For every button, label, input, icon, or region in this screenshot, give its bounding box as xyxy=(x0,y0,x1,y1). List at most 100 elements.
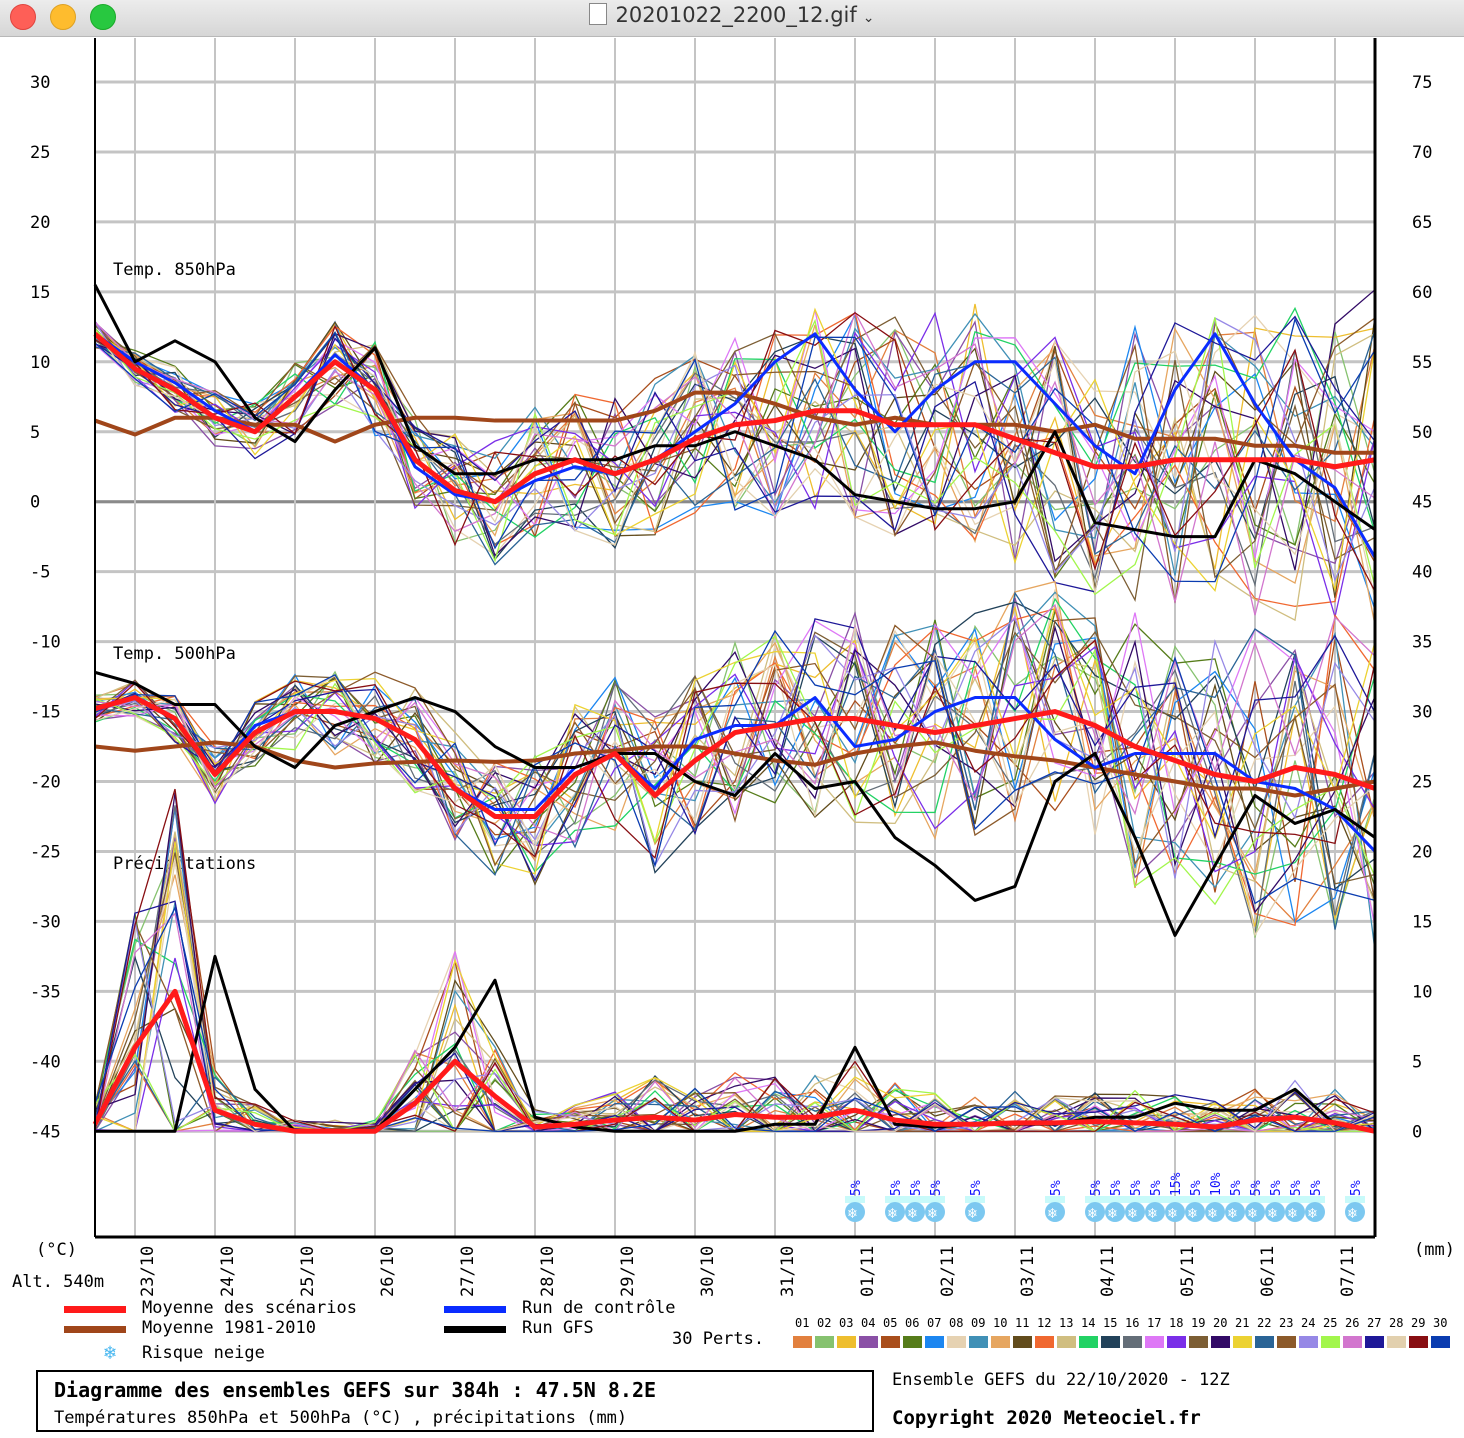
snowflake-glyph: ❄ xyxy=(1108,1204,1117,1222)
right-tick-label: 30 xyxy=(1412,703,1432,723)
snowflake-glyph: ❄ xyxy=(1148,1204,1157,1222)
member-label: 29 xyxy=(1411,1316,1426,1330)
x-tick-label: 01/11 xyxy=(858,1246,878,1297)
chart-title-box: Diagramme des ensembles GEFS sur 384h : … xyxy=(36,1370,874,1432)
x-tick-label: 06/11 xyxy=(1258,1246,1278,1297)
snowflake-icon xyxy=(1205,1202,1225,1222)
x-tick-label: 30/10 xyxy=(698,1246,718,1297)
x-tick-label: 27/10 xyxy=(458,1246,478,1297)
right-tick-label: 55 xyxy=(1412,353,1432,373)
perturbation-line-15 xyxy=(94,601,1376,891)
snowflake-icon xyxy=(1305,1202,1325,1222)
member-label: 14 xyxy=(1081,1316,1096,1330)
series-850-moyenne-1981-2010 xyxy=(94,390,1375,455)
perturbation-line-17 xyxy=(94,612,1376,927)
legend-label-snow: Risque neige xyxy=(142,1343,265,1363)
copyright: Copyright 2020 Meteociel.fr xyxy=(892,1407,1201,1429)
perturbation-line-09 xyxy=(94,902,1376,1133)
snowflake-icon xyxy=(1345,1202,1365,1222)
member-color-swatch xyxy=(969,1336,988,1348)
snow-marker-band xyxy=(1345,1196,1365,1203)
perturbation-line-12 xyxy=(94,608,1376,927)
snow-marker-band xyxy=(1265,1196,1285,1203)
snowflake-icon: ❄ xyxy=(104,1340,117,1364)
snowflake-icon xyxy=(1105,1202,1125,1222)
perturbation-line-20 xyxy=(94,624,1376,914)
member-color-swatch xyxy=(1145,1336,1164,1348)
chart-title: Diagramme des ensembles GEFS sur 384h : … xyxy=(54,1378,657,1402)
perturbation-line-11 xyxy=(94,979,1376,1133)
snow-marker-band xyxy=(845,1196,865,1203)
perturbation-line-26 xyxy=(94,912,1376,1133)
left-tick-label: -25 xyxy=(30,842,61,862)
chevron-down-icon[interactable]: ⌄ xyxy=(862,10,875,26)
perturbation-line-27 xyxy=(94,315,1376,593)
window-titlebar: 20201022_2200_12.gif ⌄ xyxy=(0,0,1464,37)
member-label: 08 xyxy=(949,1316,964,1330)
member-label: 10 xyxy=(993,1316,1008,1330)
member-color-swatch xyxy=(1079,1336,1098,1348)
x-tick-label: 25/10 xyxy=(298,1246,318,1297)
x-tick-label: 31/10 xyxy=(778,1246,798,1297)
snow-risk-label: 5% xyxy=(1289,1180,1304,1196)
snowflake-icon xyxy=(1085,1202,1105,1222)
snowflake-glyph: ❄ xyxy=(1048,1204,1057,1222)
left-tick-label: 10 xyxy=(30,353,50,373)
right-tick-label: 60 xyxy=(1412,283,1432,303)
right-tick-label: 0 xyxy=(1412,1122,1422,1142)
member-color-swatch xyxy=(947,1336,966,1348)
left-tick-label: -45 xyxy=(30,1122,61,1142)
snow-marker-band xyxy=(1165,1196,1185,1203)
series-precip-run-gfs xyxy=(95,954,1376,1133)
right-tick-label: 50 xyxy=(1412,423,1432,443)
member-color-swatch xyxy=(925,1336,944,1348)
left-tick-label: -40 xyxy=(30,1052,61,1072)
snow-risk-label: 5% xyxy=(849,1180,864,1196)
left-axis-unit: (°C) xyxy=(36,1240,77,1260)
snowflake-glyph: ❄ xyxy=(1168,1204,1177,1222)
member-label: 05 xyxy=(883,1316,898,1330)
member-color-swatch xyxy=(859,1336,878,1348)
snowflake-icon xyxy=(1225,1202,1245,1222)
perturbation-line-04 xyxy=(94,597,1376,879)
member-color-swatch xyxy=(1255,1336,1274,1348)
member-label: 01 xyxy=(795,1316,810,1330)
member-color-swatch xyxy=(1299,1336,1318,1348)
snowflake-glyph: ❄ xyxy=(1188,1204,1197,1222)
perturbation-line-30 xyxy=(94,629,1376,905)
snowflake-glyph: ❄ xyxy=(1348,1204,1357,1222)
snow-risk-label: 5% xyxy=(1269,1180,1284,1196)
left-tick-label: -35 xyxy=(30,982,61,1002)
snowflake-glyph: ❄ xyxy=(1088,1204,1097,1222)
right-tick-label: 15 xyxy=(1412,912,1432,932)
perturbation-line-16 xyxy=(94,668,1376,933)
member-label: 24 xyxy=(1301,1316,1316,1330)
left-tick-label: 15 xyxy=(30,283,50,303)
snowflake-glyph: ❄ xyxy=(1268,1204,1277,1222)
snowflake-glyph: ❄ xyxy=(1248,1204,1257,1222)
right-tick-label: 5 xyxy=(1412,1052,1422,1072)
member-color-swatch xyxy=(837,1336,856,1348)
snow-marker-band xyxy=(1305,1196,1325,1203)
member-label: 30 xyxy=(1433,1316,1448,1330)
member-label: 25 xyxy=(1323,1316,1338,1330)
snow-risk-label: 5% xyxy=(929,1180,944,1196)
series-850-run-gfs xyxy=(93,284,1376,539)
zoom-button[interactable] xyxy=(90,4,116,30)
window-title[interactable]: 20201022_2200_12.gif ⌄ xyxy=(0,3,1464,27)
snow-risk-label: 10% xyxy=(1209,1172,1224,1196)
member-color-swatch xyxy=(1409,1336,1428,1348)
panel-label-500: Temp. 500hPa xyxy=(113,644,236,664)
x-tick-label: 29/10 xyxy=(618,1246,638,1297)
x-tick-label: 23/10 xyxy=(138,1246,158,1297)
member-color-swatch xyxy=(991,1336,1010,1348)
close-button[interactable] xyxy=(10,4,36,30)
snow-risk-label: 5% xyxy=(1089,1180,1104,1196)
member-label: 15 xyxy=(1103,1316,1118,1330)
minimize-button[interactable] xyxy=(50,4,76,30)
member-label: 02 xyxy=(817,1316,832,1330)
snowflake-icon xyxy=(885,1202,905,1222)
right-tick-label: 25 xyxy=(1412,773,1432,793)
perturbation-line-30 xyxy=(94,906,1376,1132)
